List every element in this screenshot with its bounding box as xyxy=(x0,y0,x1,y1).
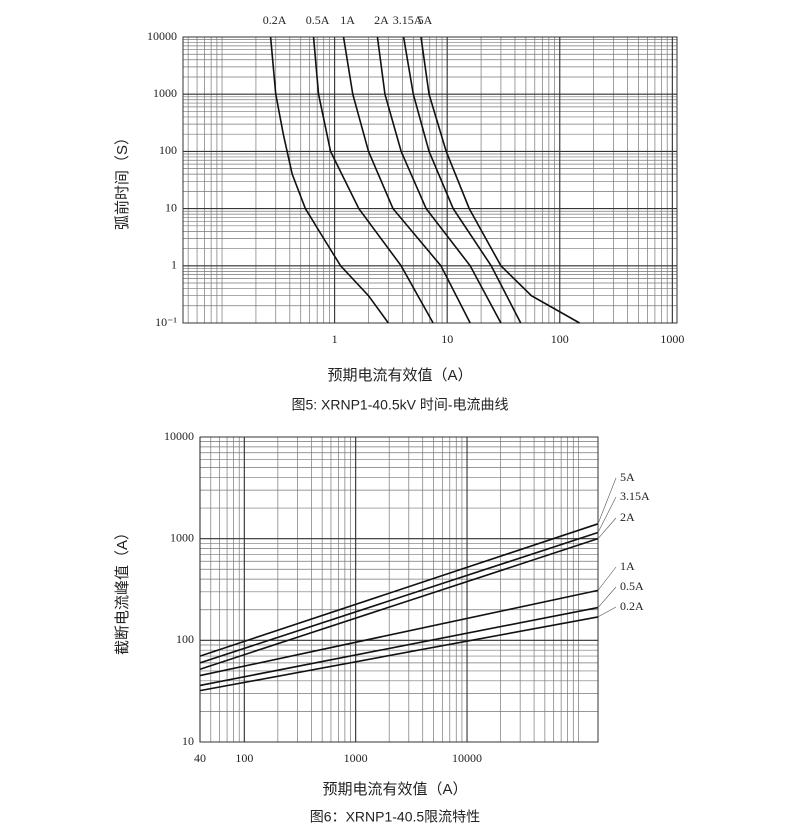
x-tick-label: 40 xyxy=(194,751,206,765)
curve-label: 1A xyxy=(620,559,635,573)
label-leader xyxy=(597,586,617,608)
y-tick-label: 10 xyxy=(165,200,177,214)
y-tick-label: 10000 xyxy=(147,29,177,43)
label-leader xyxy=(597,517,617,539)
curve xyxy=(420,36,580,324)
x-tick-label: 10000 xyxy=(452,751,482,765)
curve-label: 2A xyxy=(374,13,389,27)
curve-label: 3.15A xyxy=(620,489,650,503)
x-tick-label: 100 xyxy=(235,751,253,765)
curve-label: 0.5A xyxy=(306,13,330,27)
x-axis-title: 预期电流有效值（A） xyxy=(322,781,467,798)
curve xyxy=(199,616,599,692)
y-tick-label: 100 xyxy=(176,632,194,646)
chart-title: 图5: XRNP1-40.5kV 时间-电流曲线 xyxy=(291,397,508,413)
curve-label: 0.2A xyxy=(620,599,644,613)
label-leader xyxy=(597,566,617,591)
curve-label: 5A xyxy=(620,470,635,484)
y-tick-label: 10000 xyxy=(164,429,194,443)
curve xyxy=(199,537,599,670)
curve xyxy=(199,531,599,664)
x-tick-label: 1 xyxy=(332,332,338,346)
y-axis-title: 弧前时间（S） xyxy=(114,130,131,230)
y-tick-label: 1000 xyxy=(170,530,194,544)
curve xyxy=(376,36,502,324)
y-tick-label: 10⁻¹ xyxy=(155,315,177,329)
y-tick-label: 10 xyxy=(182,734,194,748)
label-leader xyxy=(597,496,617,533)
chart-title: 图6：XRNP1-40.5限流特性 xyxy=(310,809,480,825)
curve-label: 5A xyxy=(418,13,433,27)
x-tick-label: 100 xyxy=(551,332,569,346)
x-tick-label: 1000 xyxy=(660,332,684,346)
curve xyxy=(269,36,389,324)
curve-label: 1A xyxy=(340,13,355,27)
y-tick-label: 1000 xyxy=(153,86,177,100)
label-leader xyxy=(597,477,617,524)
y-tick-label: 1 xyxy=(171,258,177,272)
y-axis-title: 截断电流峰值（A） xyxy=(114,525,131,655)
curve xyxy=(312,36,434,324)
x-tick-label: 10 xyxy=(441,332,453,346)
y-tick-label: 100 xyxy=(159,143,177,157)
x-axis-title: 预期电流有效值（A） xyxy=(327,367,472,384)
curve xyxy=(199,523,599,657)
curve xyxy=(199,589,599,677)
x-tick-label: 1000 xyxy=(344,751,368,765)
curve-label: 0.5A xyxy=(620,579,644,593)
curve xyxy=(342,36,471,324)
curve-label: 0.2A xyxy=(263,13,287,27)
curve-label: 2A xyxy=(620,510,635,524)
curve xyxy=(402,36,522,324)
label-leader xyxy=(597,606,617,618)
curve xyxy=(199,606,599,687)
curve-label: 3.15A xyxy=(393,13,423,27)
